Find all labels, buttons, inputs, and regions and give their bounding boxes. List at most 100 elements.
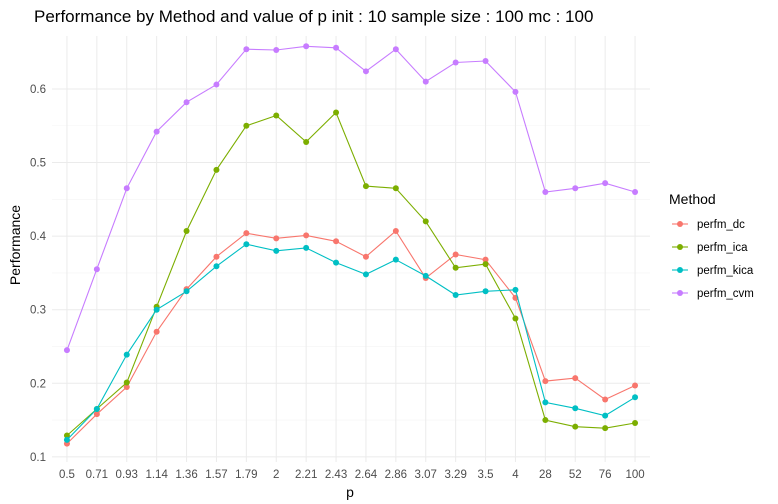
data-point [362, 271, 369, 278]
data-point [183, 288, 190, 295]
data-point [273, 46, 280, 53]
y-tick-label: 0.1 [30, 452, 46, 464]
x-tick-label: 0.93 [116, 469, 138, 481]
x-axis-title: p [346, 484, 354, 500]
series-line [66, 230, 636, 444]
data-point [333, 259, 340, 266]
legend-label: perfm_ica [697, 242, 748, 254]
data-point [303, 138, 310, 145]
data-point [602, 396, 609, 403]
x-tick-label: 2.86 [385, 469, 407, 481]
data-point [153, 328, 160, 335]
data-point [602, 425, 609, 432]
data-point [392, 185, 399, 192]
legend-item: perfm_dc [672, 219, 745, 231]
x-tick-label: 2 [273, 469, 279, 481]
series-line [66, 45, 636, 351]
data-point [452, 291, 459, 298]
legend-label: perfm_cvm [697, 288, 754, 300]
x-tick-label: 1.36 [175, 469, 197, 481]
y-tick-label: 0.4 [30, 231, 47, 243]
series-perfm_dc [63, 227, 639, 447]
legend-key-point [677, 267, 683, 273]
data-point [243, 46, 250, 53]
data-point [303, 244, 310, 251]
data-point [482, 58, 489, 65]
x-tick-label: 100 [625, 469, 644, 481]
data-point [273, 247, 280, 254]
data-point [542, 417, 549, 424]
data-point [213, 253, 220, 260]
data-point [153, 306, 160, 313]
data-point [303, 43, 310, 50]
x-tick-label: 3.07 [415, 469, 437, 481]
x-tick-label: 76 [599, 469, 612, 481]
data-point [632, 188, 639, 195]
x-tick-label: 2.43 [325, 469, 347, 481]
data-point [392, 256, 399, 263]
data-point [303, 232, 310, 239]
data-point [422, 272, 429, 279]
x-tick-label: 52 [569, 469, 582, 481]
series-perfm_cvm [63, 43, 639, 354]
data-point [572, 375, 579, 382]
data-point [93, 411, 100, 418]
data-point [452, 264, 459, 271]
series-perfm_ica [63, 109, 639, 439]
data-point [632, 394, 639, 401]
x-tick-label: 1.79 [235, 469, 257, 481]
legend-title: Method [669, 191, 716, 207]
data-point [273, 112, 280, 119]
legend-item: perfm_ica [672, 242, 748, 254]
data-point [183, 99, 190, 106]
data-point [392, 227, 399, 234]
data-point [243, 122, 250, 129]
data-point [542, 399, 549, 406]
series-perfm_kica [63, 241, 639, 443]
y-axis-title: Performance [7, 205, 23, 285]
y-tick-label: 0.6 [30, 84, 46, 96]
data-point [333, 238, 340, 245]
y-tick-label: 0.3 [30, 305, 46, 317]
data-point [213, 263, 220, 270]
data-point [482, 261, 489, 268]
data-point [93, 406, 100, 413]
data-point [93, 266, 100, 273]
data-point [123, 379, 130, 386]
data-point [213, 81, 220, 88]
series-line [66, 243, 636, 441]
data-point [63, 436, 70, 443]
data-point [482, 256, 489, 263]
x-tick-label: 1.14 [145, 469, 168, 481]
data-point [512, 315, 519, 322]
x-tick-label: 0.71 [86, 469, 108, 481]
data-point [512, 286, 519, 293]
x-tick-label: 3.29 [444, 469, 466, 481]
data-point [183, 227, 190, 234]
x-tick-label: 28 [539, 469, 552, 481]
data-point [602, 180, 609, 187]
data-point [422, 218, 429, 225]
data-point [452, 251, 459, 258]
data-point [362, 253, 369, 260]
data-point [243, 241, 250, 248]
legend-label: perfm_dc [697, 219, 745, 231]
data-point [123, 383, 130, 390]
data-point [123, 351, 130, 358]
data-point [362, 183, 369, 190]
x-tick-label: 3.5 [478, 469, 494, 481]
data-point [213, 166, 220, 173]
data-point [362, 68, 369, 75]
data-point [632, 382, 639, 389]
data-point [243, 230, 250, 237]
data-point [452, 59, 459, 66]
x-tick-label: 2.64 [355, 469, 378, 481]
legend-item: perfm_cvm [672, 288, 754, 300]
data-point [572, 405, 579, 412]
x-tick-label: 2.21 [295, 469, 317, 481]
data-point [482, 288, 489, 295]
x-tick-label: 1.57 [205, 469, 227, 481]
data-point [572, 423, 579, 430]
